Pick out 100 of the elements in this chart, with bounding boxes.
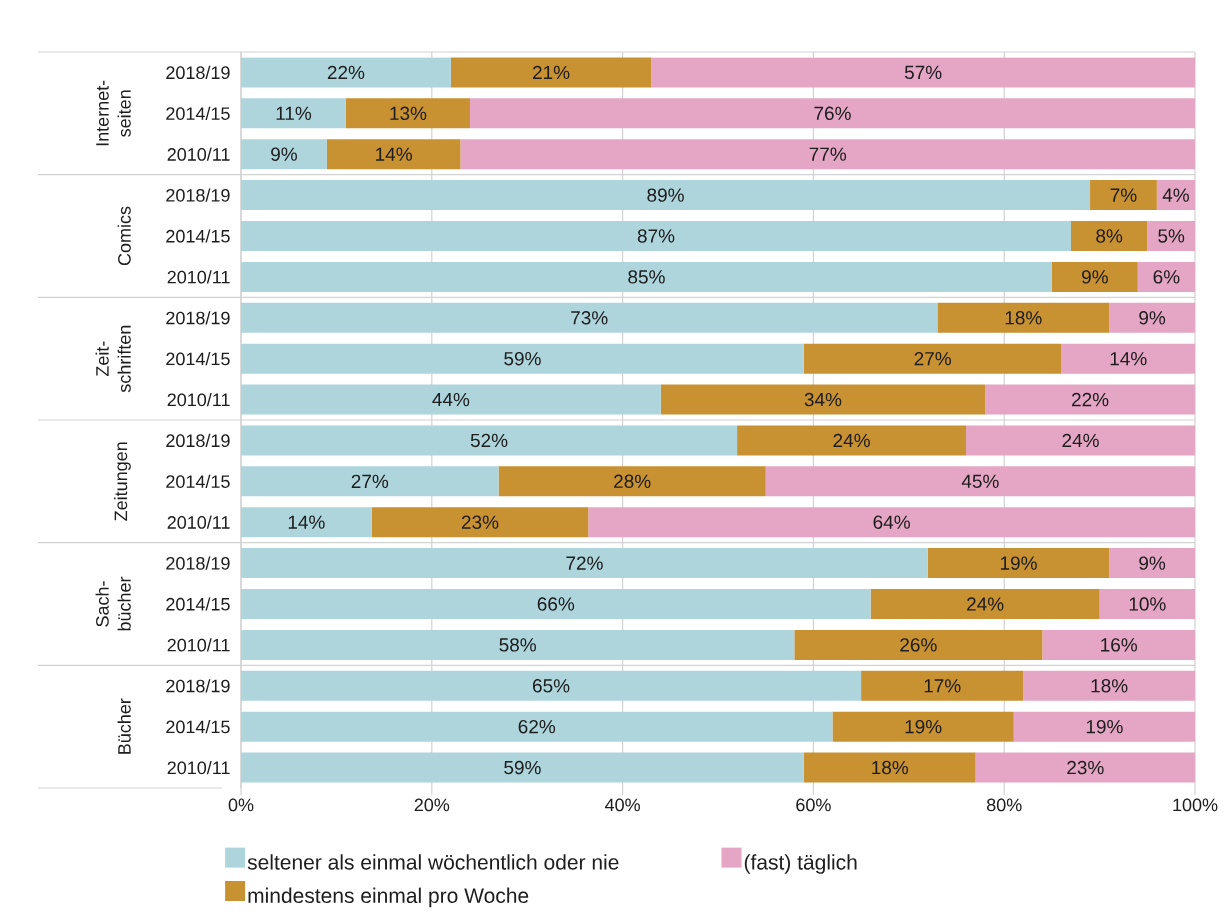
bar — [1013, 711, 1196, 742]
bar — [241, 425, 738, 456]
y-tick-label: 2010/11 — [167, 147, 230, 161]
bar — [1147, 221, 1196, 251]
data-label: 22% — [327, 65, 365, 80]
bar — [241, 466, 499, 497]
data-label: 9% — [271, 147, 297, 161]
bar — [927, 548, 1110, 579]
data-label: 58% — [499, 638, 536, 652]
bar — [241, 711, 833, 742]
y-tick-label: 2018/19 — [166, 679, 230, 693]
data-label: 59% — [504, 351, 541, 366]
y-tick-label: 2018/19 — [166, 188, 230, 202]
x-tick-label: 0% — [228, 798, 254, 812]
data-label: 5% — [1158, 229, 1185, 243]
data-label: 19% — [1000, 556, 1037, 570]
y-tick-label: 2010/11 — [167, 638, 230, 652]
data-label: 26% — [900, 638, 937, 652]
text: Comics — [117, 206, 131, 266]
bar — [241, 180, 1091, 211]
data-label: 11% — [276, 106, 312, 120]
bar — [241, 261, 1052, 292]
bar — [241, 589, 871, 620]
data-label: 45% — [961, 474, 999, 489]
y-tick-label: 2014/15 — [166, 720, 230, 734]
text: Internet-seiten — [96, 80, 131, 146]
bar — [1061, 343, 1196, 374]
data-label: 19% — [905, 719, 942, 734]
bar — [966, 425, 1196, 456]
data-label: 44% — [432, 392, 470, 407]
data-label: 85% — [628, 270, 665, 284]
data-label: 77% — [809, 147, 847, 161]
data-label: 8% — [1096, 229, 1123, 243]
data-label: 24% — [833, 433, 870, 448]
x-tick-label: 20% — [414, 798, 450, 812]
bar — [345, 98, 470, 129]
y-tick-label: 2014/15 — [166, 352, 230, 366]
bar — [985, 384, 1196, 415]
data-label: 27% — [351, 474, 389, 489]
data-label: 52% — [470, 433, 508, 448]
data-label: 19% — [1086, 719, 1123, 734]
bar — [241, 221, 1071, 251]
data-label: 73% — [571, 311, 608, 325]
bar — [1137, 261, 1196, 292]
bar — [241, 139, 327, 170]
y-tick-label: 2018/19 — [166, 65, 230, 80]
bar — [937, 302, 1110, 333]
text: Zeitungen — [114, 442, 131, 521]
x-tick-label: 60% — [796, 798, 831, 812]
bar — [326, 139, 461, 170]
y-tick-label: 2014/15 — [166, 474, 230, 488]
bar — [832, 711, 1014, 742]
data-label: 72% — [566, 556, 603, 570]
data-label: 27% — [914, 351, 951, 366]
bar — [794, 629, 1043, 660]
data-label: 18% — [1091, 679, 1128, 693]
bar — [1023, 670, 1196, 701]
bar — [737, 425, 967, 456]
data-label: 65% — [533, 679, 570, 693]
data-label: 34% — [804, 392, 842, 407]
bar — [861, 670, 1024, 701]
data-label: 14% — [1110, 352, 1147, 366]
bar — [975, 752, 1196, 783]
bar — [1070, 221, 1148, 251]
x-tick-label: 40% — [605, 798, 640, 812]
y-tick-label: 2010/11 — [167, 270, 230, 284]
text: Sach-bücher — [95, 576, 131, 631]
bar — [588, 507, 1196, 538]
data-label: 24% — [1062, 433, 1099, 448]
bar — [1156, 180, 1196, 211]
x-tick-label: 100% — [1173, 798, 1218, 812]
data-label: 57% — [904, 65, 942, 80]
y-tick-label: 2018/19 — [166, 433, 230, 448]
data-label: 28% — [614, 474, 651, 489]
data-label: 9% — [1139, 556, 1166, 570]
data-label: 16% — [1101, 638, 1138, 652]
bar — [1109, 548, 1196, 579]
x-tick-label: 80% — [986, 798, 1022, 812]
bar — [870, 589, 1100, 620]
bar — [803, 752, 976, 783]
bar — [765, 466, 1196, 497]
legend-label: (fast) täglich — [744, 854, 857, 874]
bar — [241, 670, 862, 701]
bar — [1099, 589, 1196, 620]
legend-label: seltener als einmal wöchentlich oder nie — [247, 854, 619, 870]
bar — [241, 302, 938, 333]
bar — [241, 98, 346, 129]
data-label: 76% — [814, 106, 851, 121]
bar — [469, 98, 1196, 129]
data-label: 22% — [1072, 392, 1109, 407]
bar — [241, 384, 661, 415]
bar — [241, 629, 795, 660]
data-label: 66% — [537, 597, 575, 611]
bar — [803, 343, 1062, 374]
y-tick-label: 2010/11 — [167, 392, 230, 407]
data-label: 23% — [1067, 760, 1104, 775]
bar — [241, 57, 451, 88]
data-label: 62% — [518, 719, 556, 734]
data-label: 7% — [1110, 188, 1137, 202]
bar — [450, 57, 652, 88]
